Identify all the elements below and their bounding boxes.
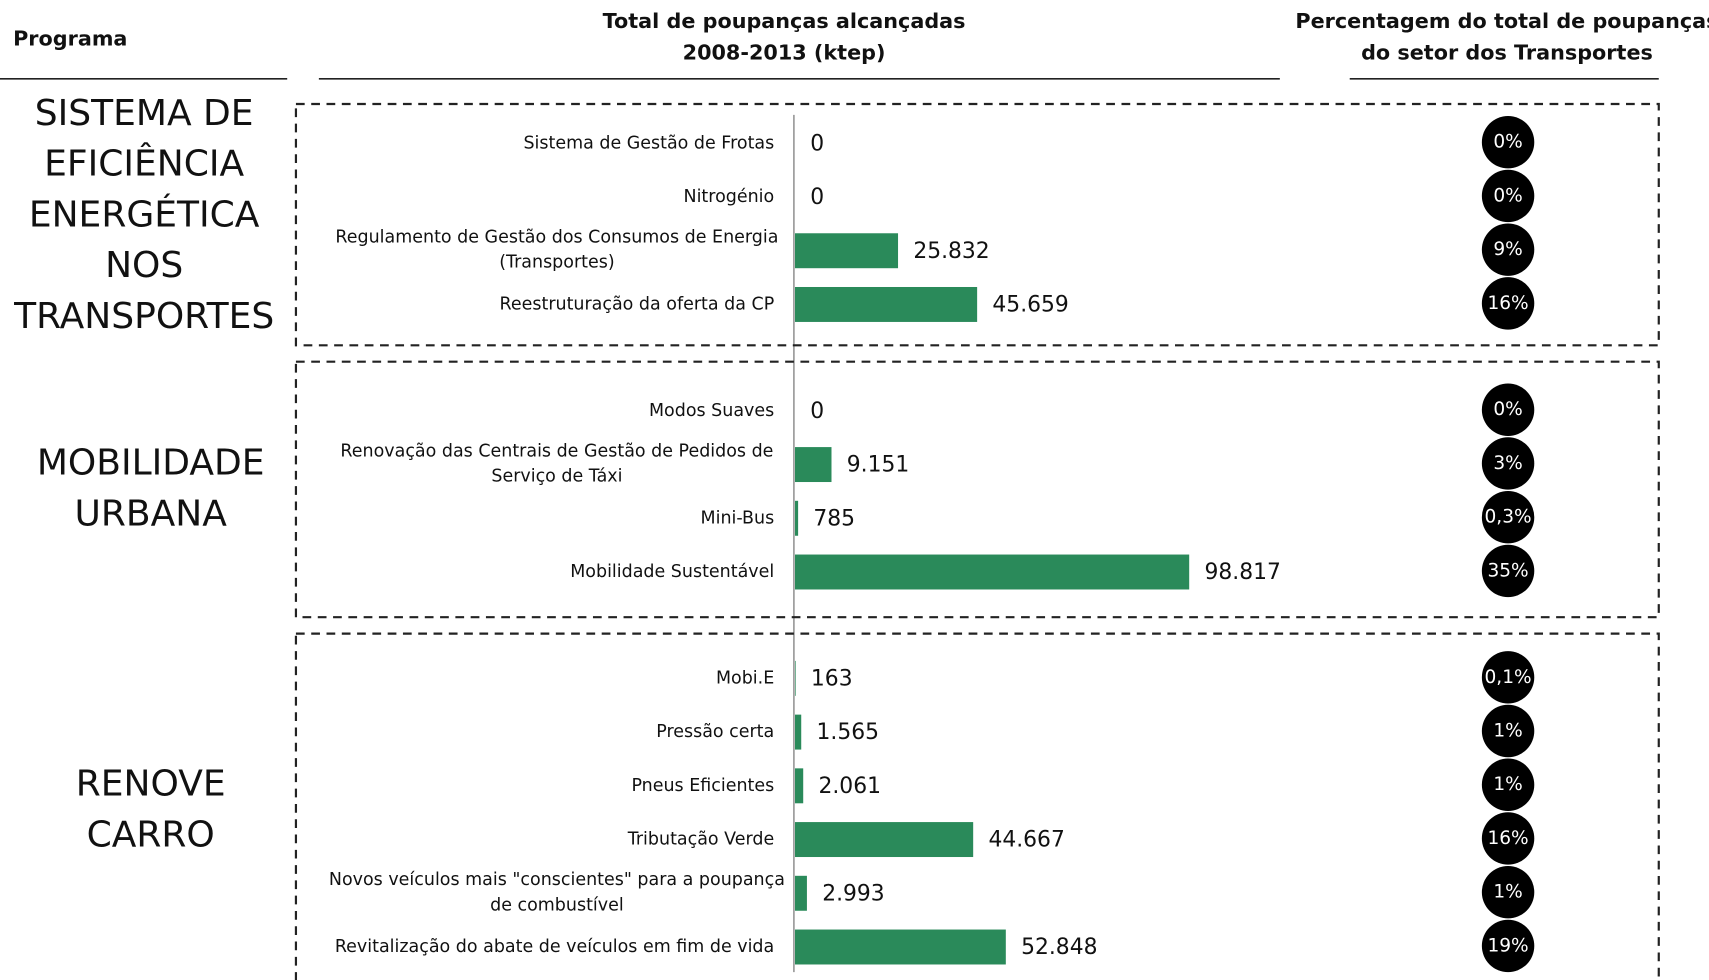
value-label: 52.848 bbox=[1021, 935, 1097, 960]
program-name: RENOVE bbox=[76, 763, 226, 804]
category-label: Modos Suaves bbox=[649, 401, 774, 421]
share-marker bbox=[1481, 437, 1535, 490]
category-label: Mobi.E bbox=[716, 668, 774, 688]
bar bbox=[794, 233, 899, 269]
category-label: de combustível bbox=[490, 895, 624, 915]
group-box bbox=[294, 360, 1660, 619]
bar bbox=[794, 714, 802, 750]
value-label: 2.993 bbox=[822, 881, 885, 906]
program-name: EFICIÊNCIA bbox=[44, 143, 244, 185]
value-label: 98.817 bbox=[1204, 560, 1280, 585]
share-label: 9% bbox=[1493, 239, 1522, 260]
category-label: Pneus Eficientes bbox=[631, 776, 774, 796]
share-label: 0% bbox=[1493, 399, 1522, 420]
share-marker bbox=[1481, 704, 1535, 758]
group-box bbox=[294, 102, 1660, 347]
program-header: Programa bbox=[13, 27, 127, 51]
bar bbox=[794, 286, 978, 322]
category-label: Regulamento de Gestão dos Consumos de En… bbox=[335, 228, 778, 248]
share-marker bbox=[1481, 277, 1535, 330]
category-label: Mobilidade Sustentável bbox=[570, 562, 774, 582]
share-marker bbox=[1481, 490, 1535, 544]
value-label: 163 bbox=[811, 666, 853, 691]
group-box bbox=[294, 632, 1660, 980]
share-marker bbox=[1481, 223, 1535, 276]
program-name: MOBILIDADE bbox=[37, 442, 265, 483]
share-marker bbox=[1481, 115, 1535, 169]
share-label: 0% bbox=[1493, 132, 1522, 153]
share-label: 1% bbox=[1493, 774, 1522, 795]
share-title: Percentagem do total de poupanças bbox=[1295, 9, 1709, 33]
share-marker bbox=[1481, 651, 1535, 704]
value-label: 25.832 bbox=[913, 239, 989, 264]
bar bbox=[794, 929, 1006, 965]
value-label: 44.667 bbox=[988, 828, 1064, 853]
bar bbox=[794, 500, 799, 536]
bar bbox=[794, 447, 832, 483]
value-title: Total de poupanças alcançadas bbox=[603, 9, 966, 33]
program-name: CARRO bbox=[87, 815, 215, 856]
program-name: URBANA bbox=[75, 494, 228, 535]
share-marker bbox=[1481, 865, 1535, 919]
value-label: 1.565 bbox=[817, 720, 880, 745]
share-label: 3% bbox=[1493, 453, 1522, 474]
category-label: Reestruturação da oferta da CP bbox=[500, 294, 775, 314]
value-label: 0 bbox=[810, 185, 824, 210]
category-label: Tributação Verde bbox=[627, 830, 774, 850]
program-name: SISTEMA DE bbox=[35, 93, 254, 134]
bar bbox=[794, 822, 974, 858]
share-label: 0,1% bbox=[1485, 667, 1532, 688]
share-marker bbox=[1481, 758, 1535, 811]
category-label: (Transportes) bbox=[499, 253, 614, 273]
category-label: Mini-Bus bbox=[701, 508, 775, 528]
share-label: 0% bbox=[1493, 185, 1522, 206]
bar bbox=[794, 875, 807, 911]
share-label: 19% bbox=[1487, 935, 1528, 956]
share-label: 16% bbox=[1487, 828, 1528, 849]
value-label: 9.151 bbox=[847, 453, 910, 478]
category-label: Sistema de Gestão de Frotas bbox=[523, 133, 774, 153]
program-name: ENERGÉTICA bbox=[29, 193, 260, 235]
category-label: Renovação das Centrais de Gestão de Pedi… bbox=[340, 441, 773, 461]
value-label: 0 bbox=[810, 131, 824, 156]
category-label: Nitrogénio bbox=[684, 187, 775, 207]
program-name: TRANSPORTES bbox=[13, 296, 274, 337]
program-name: NOS bbox=[105, 245, 183, 286]
share-title: do setor dos Transportes bbox=[1361, 41, 1653, 65]
share-marker bbox=[1481, 169, 1535, 223]
value-label: 0 bbox=[810, 399, 824, 424]
category-label: Novos veículos mais "conscientes" para a… bbox=[329, 870, 785, 890]
category-label: Pressão certa bbox=[656, 722, 774, 742]
share-marker bbox=[1481, 383, 1535, 436]
bar bbox=[794, 768, 804, 804]
bar bbox=[794, 660, 796, 696]
bar bbox=[794, 554, 1190, 590]
share-label: 16% bbox=[1487, 293, 1528, 314]
share-marker bbox=[1481, 919, 1535, 973]
category-label: Revitalização do abate de veículos em fi… bbox=[335, 937, 774, 957]
share-label: 1% bbox=[1493, 882, 1522, 903]
share-label: 0,3% bbox=[1485, 507, 1532, 528]
value-label: 785 bbox=[813, 506, 855, 531]
share-label: 1% bbox=[1493, 721, 1522, 742]
share-label: 35% bbox=[1487, 560, 1528, 581]
share-marker bbox=[1481, 812, 1535, 865]
category-label: Serviço de Táxi bbox=[491, 467, 622, 487]
value-title: 2008-2013 (ktep) bbox=[683, 41, 886, 65]
value-label: 45.659 bbox=[992, 293, 1068, 318]
value-label: 2.061 bbox=[818, 774, 881, 799]
share-marker bbox=[1481, 544, 1535, 598]
